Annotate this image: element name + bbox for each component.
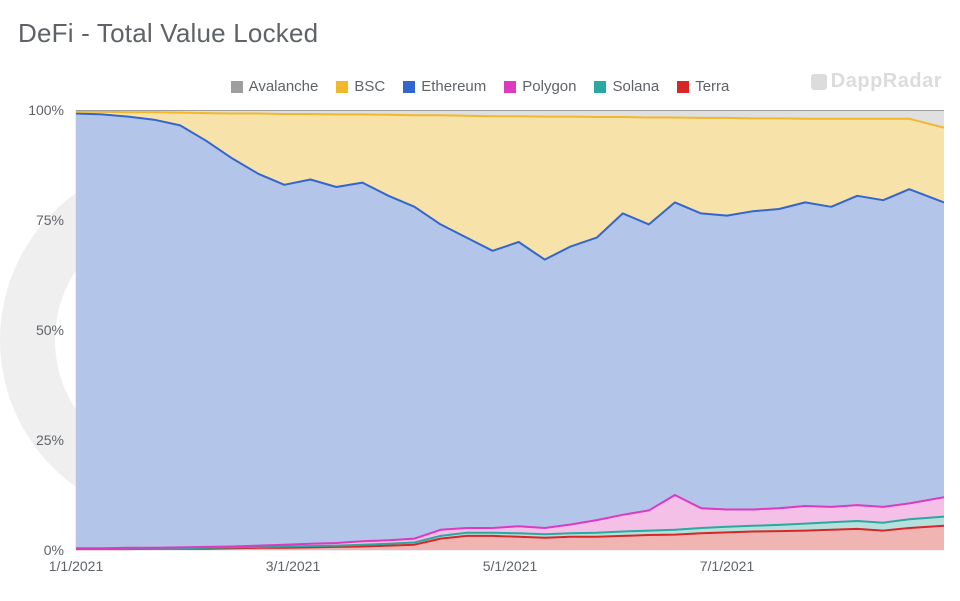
legend-swatch-ethereum [403,81,415,93]
legend-label: Ethereum [421,78,486,95]
legend-item-terra: Terra [677,78,729,95]
legend-swatch-terra [677,81,689,93]
legend-item-solana: Solana [594,78,659,95]
legend-label: Polygon [522,78,576,95]
chart-svg [16,110,944,580]
y-axis-tick-label: 25% [16,432,64,448]
legend-swatch-avalanche [231,81,243,93]
y-axis-tick-label: 0% [16,542,64,558]
chart-container: { "title": "DeFi - Total Value Locked", … [0,0,960,601]
chart-title: DeFi - Total Value Locked [18,18,318,49]
x-axis-tick-label: 5/1/2021 [483,558,538,574]
legend-label: BSC [354,78,385,95]
legend-item-bsc: BSC [336,78,385,95]
chart-legend: Avalanche BSC Ethereum Polygon Solana Terra [0,78,960,95]
legend-label: Terra [695,78,729,95]
y-axis-tick-label: 50% [16,322,64,338]
x-axis-tick-label: 3/1/2021 [266,558,321,574]
legend-item-polygon: Polygon [504,78,576,95]
legend-swatch-polygon [504,81,516,93]
plot-area: 0%25%50%75%100% 1/1/20213/1/20215/1/2021… [16,110,944,580]
legend-label: Avalanche [249,78,319,95]
legend-item-ethereum: Ethereum [403,78,486,95]
x-axis-tick-label: 1/1/2021 [49,558,104,574]
legend-swatch-bsc [336,81,348,93]
y-axis-tick-label: 100% [16,102,64,118]
x-axis-tick-label: 7/1/2021 [700,558,755,574]
legend-label: Solana [612,78,659,95]
y-axis-tick-label: 75% [16,212,64,228]
legend-swatch-solana [594,81,606,93]
legend-item-avalanche: Avalanche [231,78,319,95]
